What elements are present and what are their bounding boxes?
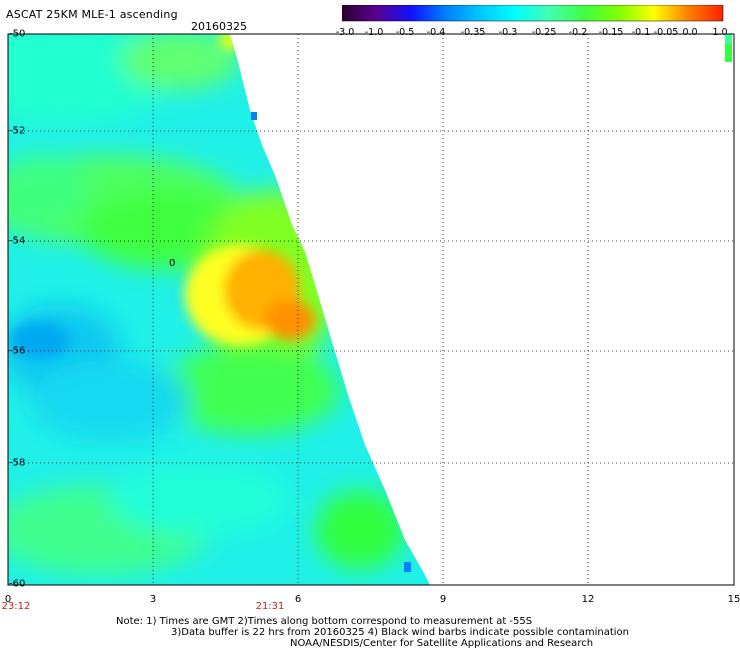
y-tick-label: -54 — [9, 235, 26, 247]
x-tick-label: 12 — [581, 594, 595, 605]
y-tick-label: -52 — [9, 125, 26, 137]
x-tick-label: 3 — [149, 594, 157, 605]
time-label: 21:31 — [255, 601, 285, 612]
colorbar-label: -0.1 — [631, 27, 651, 38]
x-tick-label: 0 — [4, 594, 12, 605]
note-line-2: 3)Data buffer is 22 hrs from 20160325 4)… — [171, 627, 629, 638]
colorbar-label: -0.05 — [653, 27, 679, 38]
colorbar-gradient — [342, 5, 724, 22]
colorbar-label: -0.4 — [426, 27, 446, 38]
colorbar-label: 0.0 — [682, 27, 698, 38]
edge-patch — [725, 44, 732, 62]
map-date: 20160325 — [191, 20, 247, 33]
x-tick-label: 9 — [439, 594, 447, 605]
y-tick-label: -50 — [9, 28, 26, 40]
swath-field — [8, 34, 430, 585]
colorbar-label: -3.0 — [335, 27, 355, 38]
y-tick-label: -60 — [9, 578, 26, 590]
colorbar-label: -0.15 — [598, 27, 624, 38]
contour-label: 0 — [169, 258, 176, 269]
colorbar-label: 1.0 — [712, 27, 728, 38]
time-label: 23:12 — [1, 601, 31, 612]
y-tick-label: -56 — [9, 345, 26, 357]
colorbar-label: -0.3 — [498, 27, 518, 38]
colorbar-label: -0.35 — [460, 27, 486, 38]
x-tick-label: 15 — [727, 594, 740, 605]
plot-frame — [7, 33, 735, 586]
y-tick-label: -58 — [9, 457, 26, 469]
note-line-3: NOAA/NESDIS/Center for Satellite Applica… — [290, 638, 594, 649]
colorbar-label: -0.2 — [568, 27, 588, 38]
map-title: ASCAT 25KM MLE-1 ascending — [6, 8, 178, 21]
x-tick-label: 6 — [294, 594, 302, 605]
colorbar-label: -1.0 — [364, 27, 384, 38]
data-pixel — [251, 112, 257, 120]
edge-patch — [725, 34, 732, 44]
gridlines — [8, 34, 734, 585]
data-pixel — [404, 562, 411, 572]
colorbar-label: -0.5 — [395, 27, 415, 38]
colorbar-label: -0.25 — [531, 27, 557, 38]
colorbar — [342, 5, 724, 22]
note-line-1: Note: 1) Times are GMT 2)Times along bot… — [116, 616, 533, 627]
